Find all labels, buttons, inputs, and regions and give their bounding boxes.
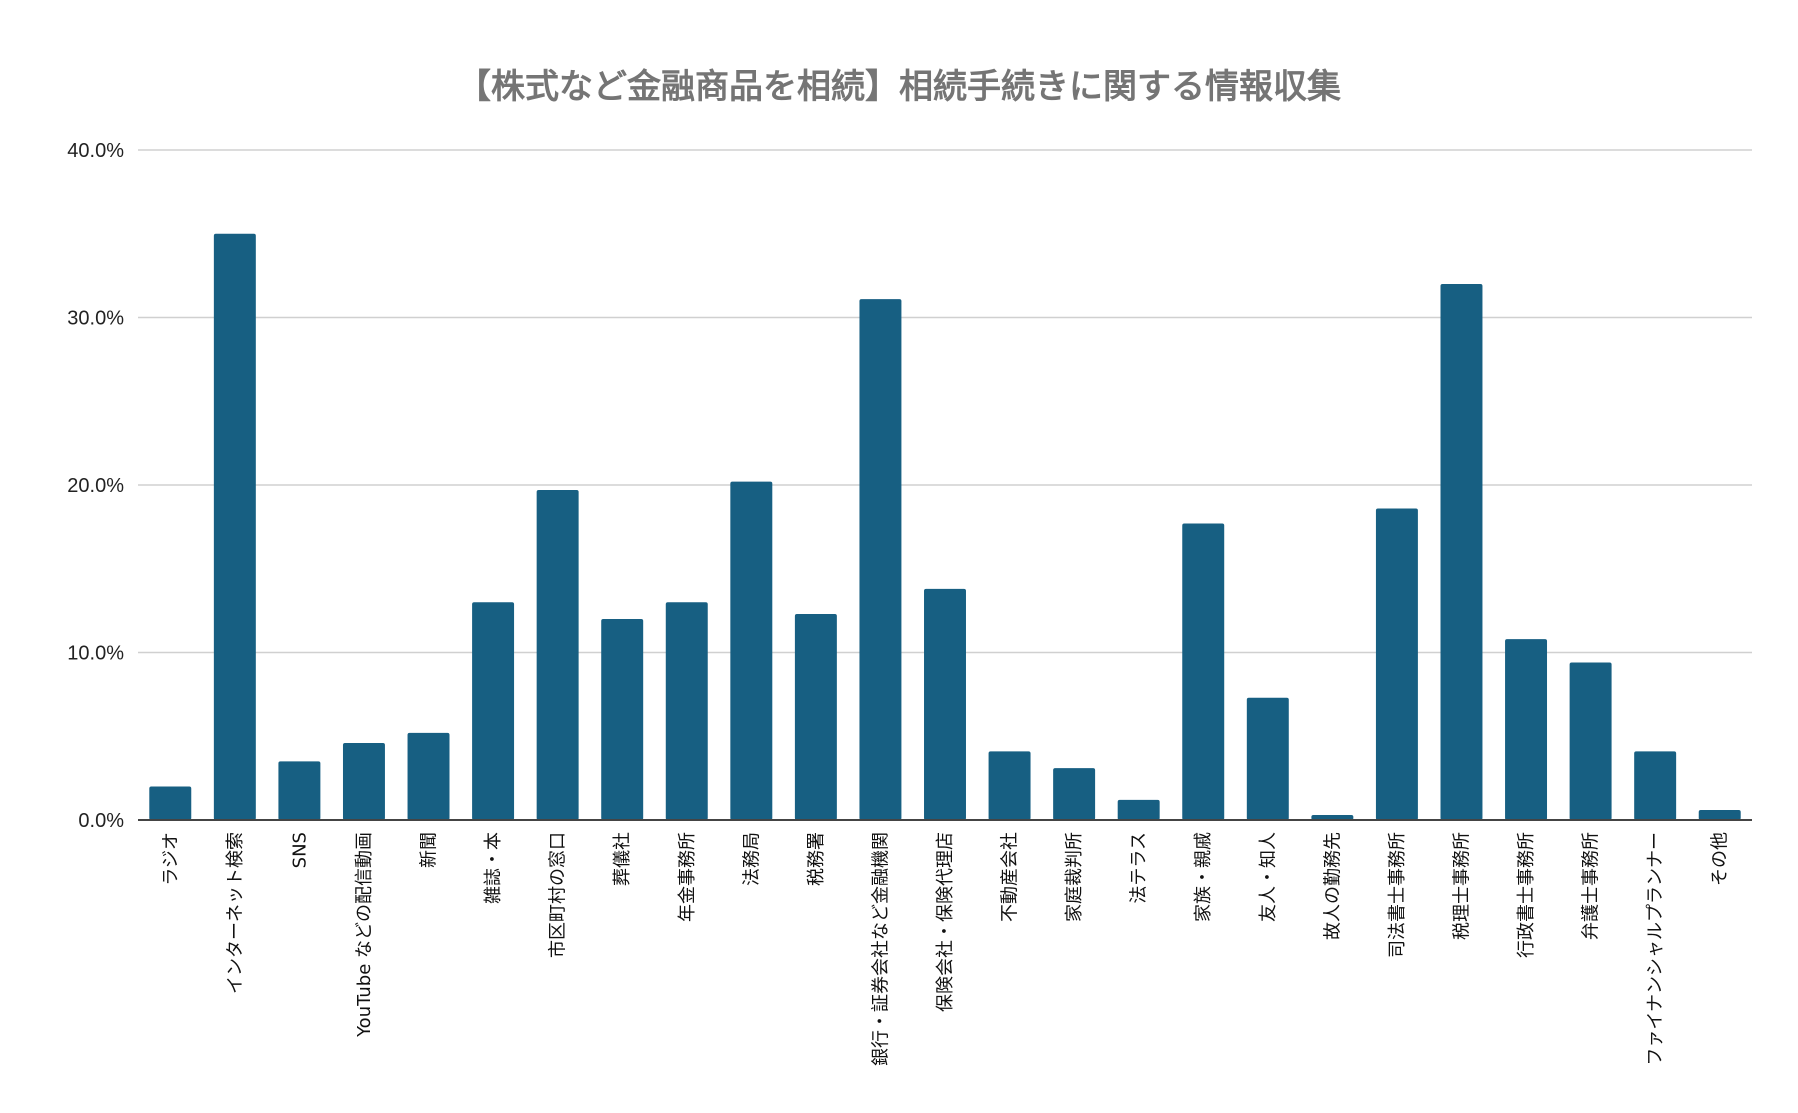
bar [1117, 799, 1160, 820]
x-tick-label: 葬儀社 [612, 832, 633, 886]
x-tick-label: 法テラス [1129, 832, 1150, 904]
bar [1246, 697, 1289, 820]
bar [472, 602, 515, 820]
bar [1053, 768, 1096, 820]
bar [1698, 809, 1741, 820]
bar [859, 299, 902, 820]
x-tick-label: SNS [289, 832, 310, 868]
x-tick-label: ラジオ [160, 832, 181, 886]
x-tick-label: 家族・親戚 [1193, 832, 1214, 922]
bar [1311, 814, 1354, 820]
x-tick-label: 税務署 [806, 832, 827, 886]
bar [794, 613, 837, 820]
x-tick-label: 保険会社・保険代理店 [935, 832, 956, 1012]
chart-title: 【株式など金融商品を相続】相続手続きに関する情報収集 [457, 67, 1341, 107]
x-tick-label: 銀行・証券会社など金融機関 [870, 832, 891, 1066]
bar [924, 588, 966, 820]
x-tick-label: ファイナンシャルプランナー [1645, 832, 1666, 1066]
bar [278, 761, 321, 820]
x-tick-label: 故人の勤務先 [1322, 832, 1343, 940]
bar [213, 233, 256, 820]
bar [1440, 284, 1483, 820]
bar [1505, 639, 1548, 820]
bar [407, 732, 450, 820]
x-tick-label: その他 [1710, 832, 1731, 886]
x-tick-label: 司法書士事務所 [1387, 832, 1408, 958]
bar [149, 786, 192, 820]
bar [601, 619, 644, 820]
y-tick-label: 20.0% [67, 475, 124, 497]
bar [665, 602, 708, 820]
y-tick-label: 40.0% [67, 140, 124, 162]
x-tick-label: 友人・知人 [1258, 832, 1279, 922]
x-tick-label: 市区町村の窓口 [548, 832, 569, 958]
x-tick-label: 新聞 [419, 832, 440, 868]
bar [730, 481, 773, 820]
bar [1569, 662, 1612, 820]
x-tick-label: 行政書士事務所 [1516, 832, 1537, 958]
bar [988, 751, 1031, 820]
y-tick-label: 0.0% [78, 810, 124, 832]
bar [1182, 523, 1225, 820]
x-tick-label: 税理士事務所 [1451, 832, 1472, 940]
x-tick-label: 年金事務所 [677, 832, 698, 922]
bar [1375, 508, 1418, 820]
x-tick-label: YouTube などの配信動画 [354, 832, 375, 1038]
x-tick-label: 雑誌・本 [483, 832, 504, 904]
x-tick-label: 弁護士事務所 [1581, 832, 1602, 940]
x-tick-label: 家庭裁判所 [1064, 832, 1085, 922]
x-tick-label: 不動産会社 [1000, 832, 1021, 922]
bar [342, 742, 385, 820]
x-tick-label: 法務局 [741, 832, 762, 886]
y-tick-label: 10.0% [67, 643, 124, 665]
y-tick-label: 30.0% [67, 308, 124, 330]
bar [1634, 751, 1677, 820]
x-tick-label: インターネット検索 [225, 832, 246, 994]
bar [536, 490, 579, 820]
